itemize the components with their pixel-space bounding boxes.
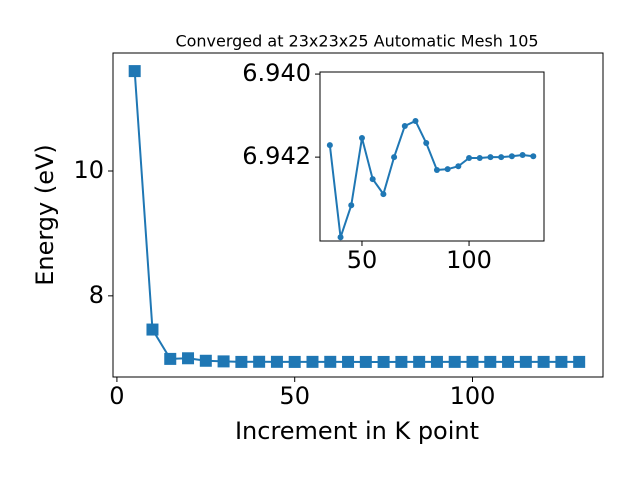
x-tick-label: 100 [446,246,492,274]
data-marker [306,355,319,368]
x-tick-label: 0 [109,382,124,410]
y-tick-label: 6.942 [242,142,311,170]
data-marker [199,354,212,367]
data-marker [326,142,333,149]
data-marker [377,355,390,368]
data-marker [423,140,430,147]
data-marker [484,355,497,368]
data-marker [342,355,355,368]
data-marker [573,355,586,368]
data-marker [466,154,473,161]
data-marker [519,355,532,368]
data-marker [128,65,141,78]
data-marker [359,355,372,368]
data-marker [448,355,461,368]
data-marker [433,166,440,173]
data-marker [430,355,443,368]
data-marker [337,234,344,241]
data-marker [555,355,568,368]
data-marker [476,154,483,161]
data-marker [348,202,355,209]
y-tick-label: 10 [73,156,104,184]
data-marker [444,166,451,173]
x-tick-label: 100 [450,382,496,410]
chart-title: Converged at 23x23x25 Automatic Mesh 105 [175,32,538,51]
data-marker [182,352,195,365]
y-axis-label: Energy (eV) [31,144,59,286]
data-marker [324,355,337,368]
data-marker [537,355,550,368]
data-marker [395,355,408,368]
data-marker [519,152,526,159]
data-marker [498,154,505,161]
y-tick-label: 8 [89,281,104,309]
data-marker [466,355,479,368]
data-marker [270,355,283,368]
data-marker [401,122,408,129]
data-marker [391,154,398,161]
data-marker [146,323,159,336]
data-marker [217,355,230,368]
data-marker [502,355,515,368]
data-marker [358,135,365,142]
x-tick-label: 50 [279,382,310,410]
data-marker [455,163,462,170]
data-marker [369,176,376,183]
x-axis-label: Increment in K point [235,417,479,445]
data-marker [530,153,537,160]
data-marker [253,355,266,368]
data-marker [487,154,494,161]
data-marker [164,352,177,365]
data-marker [288,355,301,368]
data-marker [412,117,419,124]
y-tick-label: 6.940 [242,59,311,87]
x-tick-label: 50 [347,246,378,274]
data-marker [380,191,387,198]
data-marker [235,355,248,368]
data-marker [508,153,515,160]
data-marker [413,355,426,368]
